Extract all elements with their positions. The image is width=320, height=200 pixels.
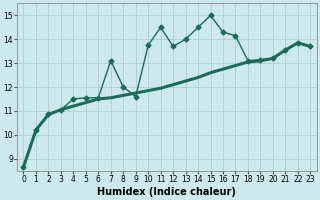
X-axis label: Humidex (Indice chaleur): Humidex (Indice chaleur): [98, 187, 236, 197]
